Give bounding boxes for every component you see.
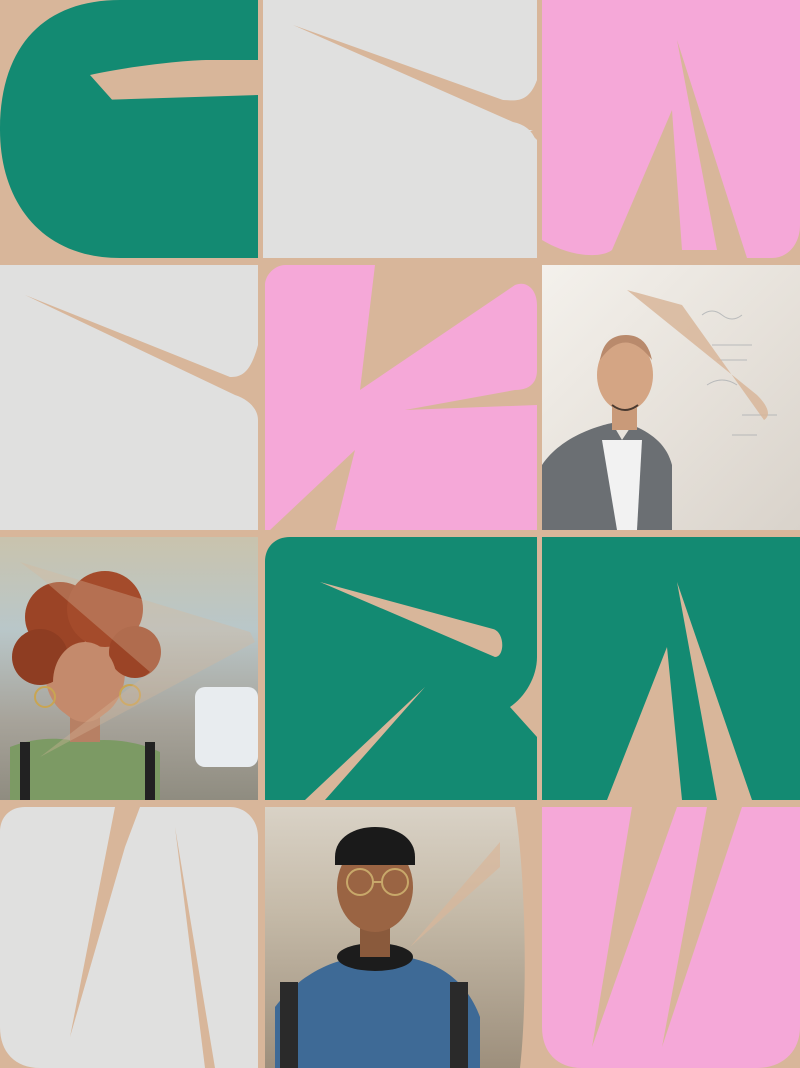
tile-photo-man (542, 265, 800, 530)
glyph-k-shape (265, 265, 537, 530)
tile-pink-a-top (542, 0, 800, 258)
tile-green-g (0, 0, 258, 258)
tile-photo-woman (0, 537, 258, 800)
glyph-a-shape (542, 537, 800, 800)
man-figure (542, 290, 777, 530)
tile-grey-n (0, 807, 258, 1068)
tile-green-a (542, 537, 800, 800)
tile-pink-u (542, 807, 800, 1068)
tile-grey-chevron-left (0, 265, 258, 530)
tile-grey-chevron-top (263, 0, 537, 258)
woman-figure (10, 562, 258, 800)
tile-photo-young-man (265, 807, 537, 1068)
glyph-a-shape (542, 0, 800, 258)
tile-pink-k (265, 265, 537, 530)
glyph-chevron-shape (0, 265, 258, 530)
young-man-figure (275, 807, 537, 1068)
tile-green-r (265, 537, 537, 800)
glyph-r-shape (265, 537, 537, 800)
glyph-chevron-shape (263, 0, 537, 258)
glyph-u-shape (542, 807, 800, 1068)
glyph-n-shape (0, 807, 258, 1068)
glyph-g-shape (0, 0, 258, 258)
